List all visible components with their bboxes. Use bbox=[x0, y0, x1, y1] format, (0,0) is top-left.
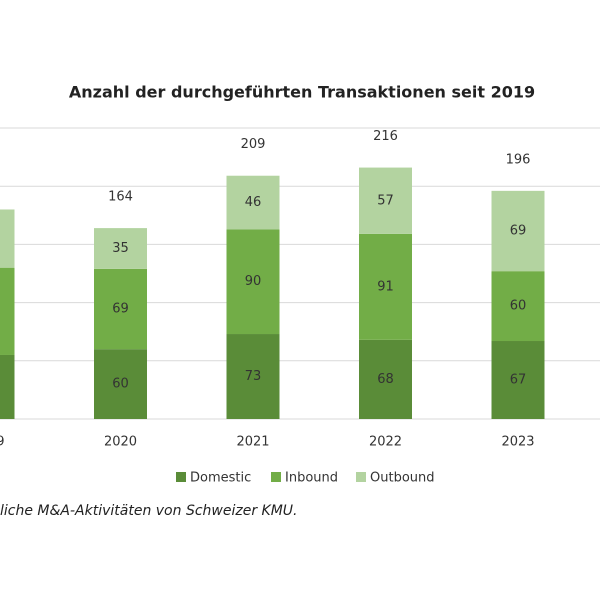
bar-segment bbox=[226, 229, 280, 335]
value-label: 57 bbox=[377, 193, 394, 208]
legend-swatch bbox=[356, 472, 366, 482]
legend-swatch bbox=[176, 472, 186, 482]
bar-segment bbox=[0, 209, 15, 268]
x-tick-label: 2023 bbox=[501, 435, 534, 450]
value-label: 91 bbox=[377, 279, 394, 294]
bar-segment bbox=[359, 233, 412, 340]
value-label: 90 bbox=[245, 274, 262, 289]
value-label: 60 bbox=[112, 377, 129, 392]
legend-label: Outbound bbox=[370, 471, 435, 486]
value-label: 35 bbox=[112, 241, 129, 256]
value-label: 73 bbox=[245, 369, 262, 384]
bar-segment bbox=[94, 268, 147, 350]
total-label: 209 bbox=[241, 137, 266, 152]
total-label: 164 bbox=[108, 190, 133, 205]
bar-segment bbox=[94, 228, 147, 269]
bar-segment bbox=[0, 354, 15, 419]
bar-segment bbox=[359, 339, 412, 419]
bar-segment bbox=[226, 175, 280, 230]
x-tick-label: 2022 bbox=[369, 435, 402, 450]
value-label: 67 bbox=[510, 373, 527, 388]
x-tick-label: 2021 bbox=[236, 435, 269, 450]
total-label: 216 bbox=[373, 129, 398, 144]
bar-segment bbox=[94, 349, 147, 419]
caption: liche M&A-Aktivitäten von Schweizer KMU. bbox=[0, 503, 297, 519]
bar-segment bbox=[0, 267, 15, 355]
value-label: 68 bbox=[377, 372, 394, 387]
bar-segment bbox=[226, 334, 280, 419]
legend-label: Domestic bbox=[190, 471, 251, 486]
value-label: 60 bbox=[510, 299, 527, 314]
bar-segment bbox=[359, 167, 412, 234]
value-label: 69 bbox=[112, 302, 129, 317]
value-label: 69 bbox=[510, 224, 527, 239]
legend-label: Inbound bbox=[285, 471, 338, 486]
bar-segment bbox=[491, 341, 545, 419]
chart-title: Anzahl der durchgeführten Transaktionen … bbox=[69, 83, 535, 102]
value-label: 46 bbox=[245, 195, 262, 210]
bar-segment bbox=[491, 190, 545, 272]
bar-segment bbox=[491, 271, 545, 342]
total-label: 196 bbox=[506, 152, 531, 167]
legend-swatch bbox=[271, 472, 281, 482]
x-tick-label: 2019 bbox=[0, 435, 5, 450]
x-tick-label: 2020 bbox=[104, 435, 137, 450]
